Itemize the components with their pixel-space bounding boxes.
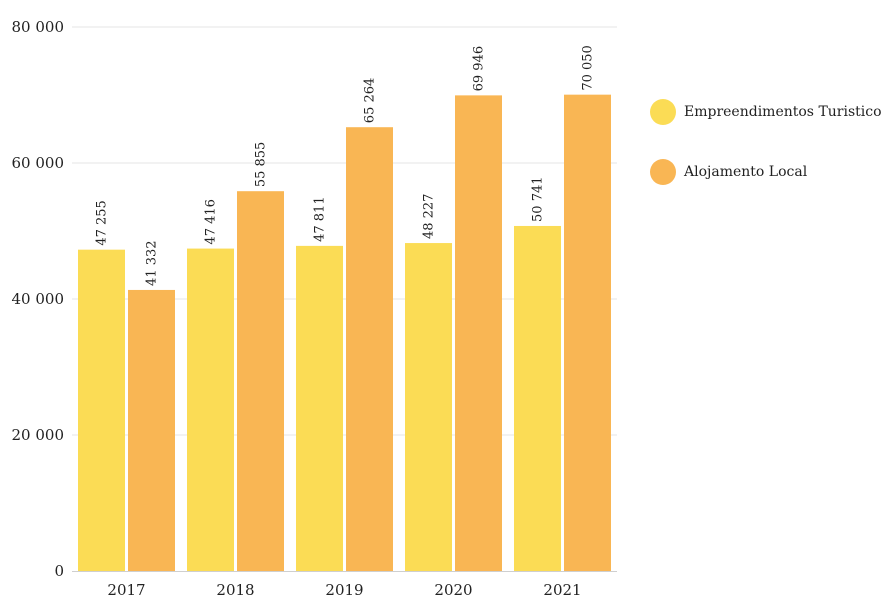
x-tick-label: 2020: [434, 581, 472, 599]
x-tick-label: 2021: [543, 581, 581, 599]
data-labels: 47 255 41 332 47 416 55 855 47 811 65 264 48 2…: [95, 45, 596, 286]
y-tick-label: 20 000: [12, 426, 65, 444]
bar-alojamento-2021: [564, 94, 611, 571]
bar-alojamento-2018: [237, 191, 284, 571]
bar-empreendimentos-2017: [78, 249, 125, 571]
data-label: 70 050: [581, 45, 596, 91]
legend-item-alojamento: Alojamento Local: [650, 158, 880, 186]
bar-alojamento-2020: [455, 95, 502, 572]
data-label: 65 264: [363, 78, 378, 124]
y-tick-label: 40 000: [12, 290, 65, 308]
y-tick-label: 80 000: [12, 18, 65, 36]
legend-swatch-empreendimentos: [650, 99, 676, 125]
y-axis-tick-labels: 0 20 000 40 000 60 000 80 000: [12, 18, 65, 580]
legend: Empreendimentos Turisticos Alojamento Lo…: [650, 98, 882, 218]
data-label: 55 855: [254, 142, 269, 188]
x-axis-tick-labels: 2017 2018 2019 2020 2021: [107, 581, 581, 599]
y-tick-label: 0: [54, 562, 64, 580]
data-label: 47 811: [313, 196, 328, 242]
data-label: 41 332: [145, 240, 160, 286]
bar-alojamento-2019: [346, 127, 393, 571]
data-label: 50 741: [531, 176, 546, 222]
x-tick-label: 2018: [216, 581, 254, 599]
data-label: 47 255: [95, 200, 110, 246]
legend-label-empreendimentos: Empreendimentos Turisticos: [684, 104, 882, 120]
bar-empreendimentos-2019: [296, 245, 343, 571]
x-tick-label: 2019: [325, 581, 363, 599]
legend-label-alojamento: Alojamento Local: [684, 164, 808, 180]
bars: [78, 94, 611, 572]
bar-empreendimentos-2021: [514, 225, 561, 572]
data-label: 47 416: [204, 199, 219, 245]
data-label: 48 227: [422, 194, 437, 240]
bar-empreendimentos-2018: [187, 248, 234, 571]
x-tick-label: 2017: [107, 581, 145, 599]
bar-alojamento-2017: [128, 289, 175, 571]
data-label: 69 946: [472, 46, 487, 92]
y-tick-label: 60 000: [12, 154, 65, 172]
legend-item-empreendimentos: Empreendimentos Turisticos: [650, 98, 882, 126]
legend-swatch-alojamento: [650, 159, 676, 185]
bar-empreendimentos-2020: [405, 243, 452, 571]
